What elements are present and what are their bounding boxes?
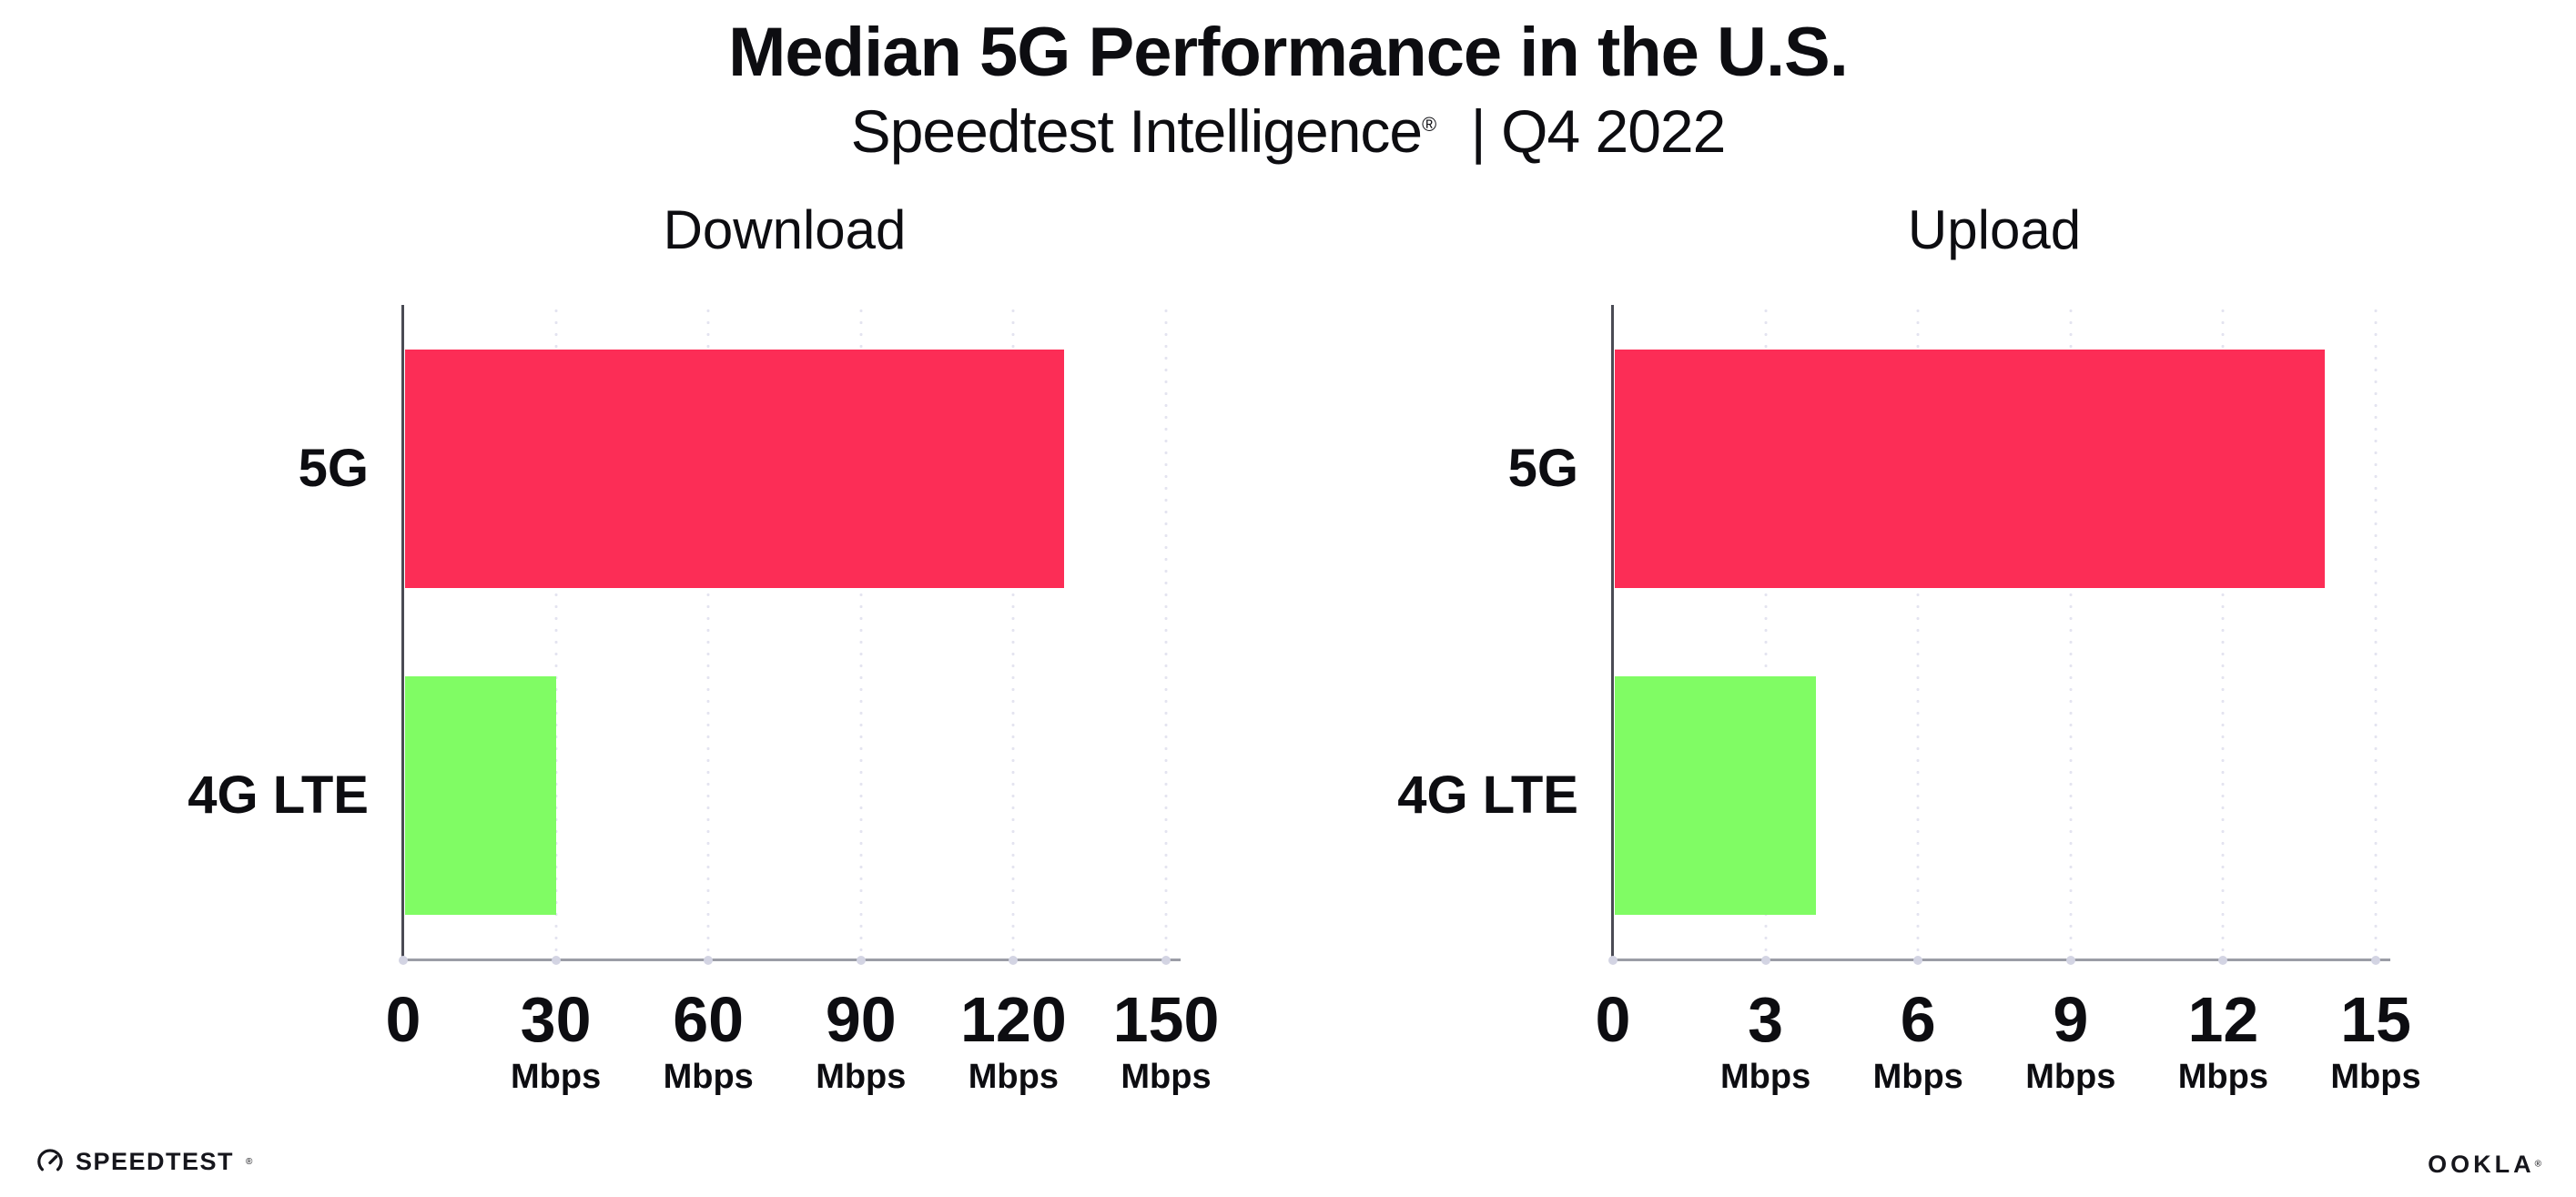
chart-title-upload: Upload xyxy=(1907,199,2082,260)
gridline-download-150 xyxy=(1164,305,1168,959)
subtitle-period: | Q4 2022 xyxy=(1470,97,1727,165)
x-tick-unit: Mbps xyxy=(816,1058,907,1096)
bar-5g-upload xyxy=(1615,349,2326,588)
x-tick-label-download-60: 60 Mbps xyxy=(626,984,790,1097)
axis-tick-dot-upload-12 xyxy=(2218,955,2228,965)
axis-tick-dot-upload-15 xyxy=(2371,955,2380,965)
axis-tick-dot-upload-6 xyxy=(1913,955,1923,965)
page-subtitle: Speedtest Intelligence® | Q4 2022 xyxy=(0,96,2576,166)
x-tick-unit: Mbps xyxy=(510,1058,602,1096)
gridline-download-30 xyxy=(553,305,558,959)
x-tick-label-upload-9: 9 Mbps xyxy=(1989,984,2153,1097)
x-tick-value-9: 9 xyxy=(2053,984,2089,1055)
bar-5g-download xyxy=(405,349,1065,588)
gridline-upload-15 xyxy=(2374,305,2378,959)
x-axis-upload xyxy=(1611,959,2390,961)
axis-tick-dot-upload-0 xyxy=(1608,955,1618,965)
x-tick-unit: Mbps xyxy=(2177,1058,2268,1096)
x-tick-label-upload-0: 0 xyxy=(1531,984,1695,1055)
y-axis-download xyxy=(401,305,404,960)
axis-tick-dot-download-0 xyxy=(399,955,408,965)
x-tick-value-60: 60 xyxy=(673,984,745,1055)
x-tick-unit: Mbps xyxy=(1719,1058,1811,1096)
speedtest-gauge-icon xyxy=(37,1149,63,1172)
registered-mark: ® xyxy=(1422,113,1436,136)
gridline-download-90 xyxy=(858,305,863,959)
gridline-upload-3 xyxy=(1763,305,1768,959)
gridline-upload-9 xyxy=(2068,305,2073,959)
bar-4g-lte-upload xyxy=(1615,675,1817,915)
gridline-upload-12 xyxy=(2221,305,2226,959)
x-tick-label-upload-6: 6 Mbps xyxy=(1836,984,2000,1097)
x-tick-unit: Mbps xyxy=(2025,1058,2116,1096)
x-tick-unit: Mbps xyxy=(2330,1058,2421,1096)
axis-tick-dot-download-150 xyxy=(1161,955,1171,965)
x-tick-value-120: 120 xyxy=(959,984,1067,1055)
x-tick-unit: Mbps xyxy=(1121,1058,1212,1096)
y-category-label-5g-download: 5G xyxy=(298,438,369,498)
x-tick-value-0: 0 xyxy=(1595,984,1631,1055)
x-tick-unit: Mbps xyxy=(968,1058,1059,1096)
subtitle-brand: Speedtest Intelligence xyxy=(850,97,1423,165)
x-tick-value-0: 0 xyxy=(385,984,421,1055)
x-tick-unit: Mbps xyxy=(663,1058,754,1096)
x-tick-label-download-120: 120 Mbps xyxy=(931,984,1095,1097)
speedtest-trademark: ® xyxy=(246,1156,253,1167)
gridline-upload-6 xyxy=(1916,305,1921,959)
x-tick-value-150: 150 xyxy=(1112,984,1220,1055)
axis-tick-dot-download-120 xyxy=(1009,955,1019,965)
x-tick-label-upload-15: 15 Mbps xyxy=(2294,984,2458,1097)
x-tick-label-download-0: 0 xyxy=(321,984,485,1055)
axis-tick-dot-upload-3 xyxy=(1760,955,1770,965)
x-tick-value-3: 3 xyxy=(1748,984,1784,1055)
axis-tick-dot-download-90 xyxy=(856,955,866,965)
x-tick-value-12: 12 xyxy=(2187,984,2259,1055)
x-tick-label-download-90: 90 Mbps xyxy=(779,984,943,1097)
chart-title-download: Download xyxy=(663,199,907,260)
x-tick-label-download-30: 30 Mbps xyxy=(474,984,638,1097)
ookla-wordmark: OOKLA xyxy=(2428,1151,2535,1178)
x-tick-value-6: 6 xyxy=(1900,984,1936,1055)
x-tick-value-30: 30 xyxy=(520,984,592,1055)
speedtest-logo: SPEEDTEST ® xyxy=(36,1143,252,1180)
axis-tick-dot-download-30 xyxy=(551,955,561,965)
x-tick-unit: Mbps xyxy=(1872,1058,1963,1096)
y-category-label-4g-lte-upload: 4G LTE xyxy=(1397,765,1578,825)
x-tick-label-upload-3: 3 Mbps xyxy=(1684,984,1848,1097)
y-category-label-4g-lte-download: 4G LTE xyxy=(188,765,369,825)
x-tick-label-download-150: 150 Mbps xyxy=(1084,984,1248,1097)
page-title: Median 5G Performance in the U.S. xyxy=(728,14,1849,91)
bar-4g-lte-download xyxy=(405,675,556,915)
y-axis-upload xyxy=(1611,305,1614,960)
speedtest-wordmark: SPEEDTEST xyxy=(76,1147,235,1175)
y-category-label-5g-upload: 5G xyxy=(1507,438,1578,498)
axis-tick-dot-download-60 xyxy=(704,955,714,965)
x-tick-value-90: 90 xyxy=(825,984,897,1055)
ookla-logo: OOKLA® xyxy=(2428,1151,2541,1179)
axis-tick-dot-upload-9 xyxy=(2065,955,2075,965)
x-tick-label-upload-12: 12 Mbps xyxy=(2141,984,2305,1097)
x-axis-download xyxy=(401,959,1181,961)
ookla-trademark: ® xyxy=(2534,1159,2541,1170)
x-tick-value-15: 15 xyxy=(2340,984,2411,1055)
gridline-download-120 xyxy=(1011,305,1016,959)
gridline-download-60 xyxy=(706,305,711,959)
